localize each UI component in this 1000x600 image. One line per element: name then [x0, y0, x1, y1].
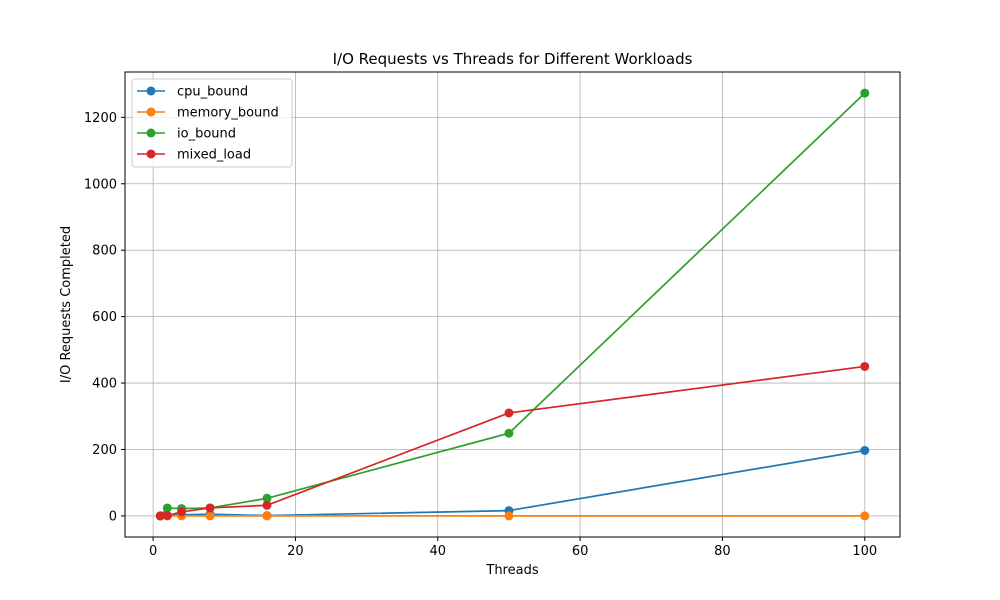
data-point-mixed-load: [504, 408, 514, 418]
data-point-mixed-load: [177, 507, 187, 517]
y-tick-label: 0: [109, 509, 117, 524]
x-tick-label: 20: [287, 544, 304, 559]
series-layer: [155, 88, 870, 521]
data-point-memory-bound: [860, 511, 870, 521]
series-mixed-load: [155, 361, 870, 521]
data-point-mixed-load: [155, 511, 165, 521]
data-point-io-bound: [860, 88, 870, 98]
x-tick-label: 60: [572, 544, 589, 559]
legend-entry-mixed-load: mixed_load: [137, 148, 251, 163]
y-axis-label: I/O Requests Completed: [59, 226, 74, 383]
legend-marker-cpu-bound: [146, 86, 156, 96]
x-tick-label: 100: [852, 544, 877, 559]
x-axis-label: Threads: [485, 563, 538, 578]
y-tick-label: 200: [92, 443, 117, 458]
y-tick-label: 1000: [84, 177, 117, 192]
plot-frame: [124, 71, 901, 538]
data-point-io-bound: [162, 503, 172, 513]
legend-box: [131, 78, 293, 168]
legend-marker-memory-bound: [146, 107, 156, 117]
data-point-memory-bound: [205, 511, 215, 521]
legend-label-memory-bound: memory_bound: [177, 106, 279, 121]
data-point-memory-bound: [262, 511, 272, 521]
data-point-mixed-load: [262, 500, 272, 510]
legend: cpu_bound memory_bound io_bound mixed_lo…: [131, 78, 293, 168]
legend-entry-io-bound: io_bound: [137, 127, 236, 142]
data-point-mixed-load: [205, 503, 215, 513]
x-tick-label: 40: [430, 544, 447, 559]
y-tick-label: 400: [92, 377, 117, 392]
x-tick-label: 0: [149, 544, 157, 559]
data-point-mixed-load: [162, 511, 172, 521]
legend-entry-memory-bound: memory_bound: [137, 106, 279, 121]
x-tick-label: 80: [714, 544, 731, 559]
y-tick-label: 600: [92, 310, 117, 325]
data-point-io-bound: [262, 493, 272, 503]
data-point-memory-bound: [504, 511, 514, 521]
data-point-mixed-load: [860, 361, 870, 371]
y-tick-label: 1200: [84, 111, 117, 126]
data-point-cpu-bound: [860, 445, 870, 455]
data-point-io-bound: [504, 428, 514, 438]
legend-label-mixed-load: mixed_load: [177, 148, 251, 163]
legend-marker-io-bound: [146, 128, 156, 138]
legend-label-io-bound: io_bound: [177, 127, 236, 142]
y-tick-label: 800: [92, 244, 117, 259]
legend-entry-cpu-bound: cpu_bound: [137, 85, 248, 100]
legend-label-cpu-bound: cpu_bound: [177, 85, 248, 100]
legend-marker-mixed-load: [146, 149, 156, 159]
chart-title: I/O Requests vs Threads for Different Wo…: [333, 50, 693, 68]
